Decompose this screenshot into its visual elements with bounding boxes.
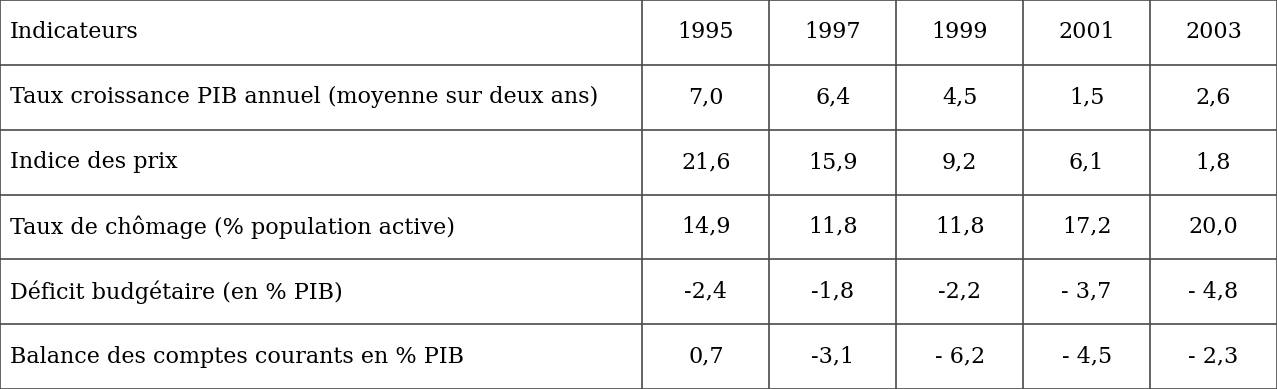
Text: 1997: 1997 <box>805 21 861 44</box>
Text: -2,4: -2,4 <box>684 281 728 303</box>
Text: Balance des comptes courants en % PIB: Balance des comptes courants en % PIB <box>10 345 465 368</box>
Text: -1,8: -1,8 <box>811 281 854 303</box>
Text: 9,2: 9,2 <box>942 151 977 173</box>
Text: Taux croissance PIB annuel (moyenne sur deux ans): Taux croissance PIB annuel (moyenne sur … <box>10 86 599 108</box>
Text: Taux de chômage (% population active): Taux de chômage (% population active) <box>10 215 455 239</box>
Text: 2,6: 2,6 <box>1195 86 1231 108</box>
Text: 7,0: 7,0 <box>688 86 724 108</box>
Text: 11,8: 11,8 <box>935 216 985 238</box>
Text: 6,4: 6,4 <box>815 86 850 108</box>
Text: Déficit budgétaire (en % PIB): Déficit budgétaire (en % PIB) <box>10 280 344 303</box>
Text: - 4,8: - 4,8 <box>1189 281 1239 303</box>
Text: -3,1: -3,1 <box>811 345 854 368</box>
Text: - 4,5: - 4,5 <box>1061 345 1112 368</box>
Text: 2003: 2003 <box>1185 21 1243 44</box>
Text: 15,9: 15,9 <box>808 151 857 173</box>
Text: 1,8: 1,8 <box>1195 151 1231 173</box>
Text: 0,7: 0,7 <box>688 345 724 368</box>
Text: 1,5: 1,5 <box>1069 86 1105 108</box>
Text: 1999: 1999 <box>931 21 988 44</box>
Text: -2,2: -2,2 <box>939 281 981 303</box>
Text: Indice des prix: Indice des prix <box>10 151 178 173</box>
Text: 21,6: 21,6 <box>681 151 730 173</box>
Text: - 3,7: - 3,7 <box>1061 281 1112 303</box>
Text: - 6,2: - 6,2 <box>935 345 985 368</box>
Text: - 2,3: - 2,3 <box>1189 345 1239 368</box>
Text: 6,1: 6,1 <box>1069 151 1105 173</box>
Text: 11,8: 11,8 <box>808 216 858 238</box>
Text: 20,0: 20,0 <box>1189 216 1239 238</box>
Text: 1995: 1995 <box>678 21 734 44</box>
Text: 17,2: 17,2 <box>1062 216 1111 238</box>
Text: 4,5: 4,5 <box>942 86 977 108</box>
Text: 2001: 2001 <box>1059 21 1115 44</box>
Text: Indicateurs: Indicateurs <box>10 21 139 44</box>
Text: 14,9: 14,9 <box>681 216 730 238</box>
